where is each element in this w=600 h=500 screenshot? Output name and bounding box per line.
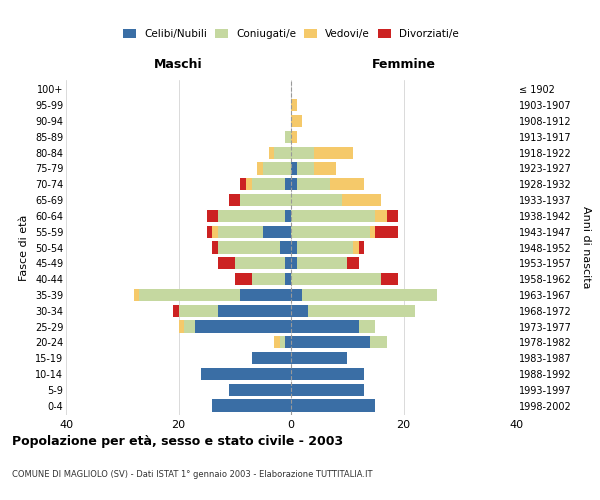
Bar bbox=[376, 226, 398, 238]
Y-axis label: Anni di nascita: Anni di nascita bbox=[581, 206, 591, 289]
Bar bbox=[274, 146, 291, 159]
Bar bbox=[376, 210, 386, 222]
Bar bbox=[229, 194, 241, 206]
Bar bbox=[331, 178, 364, 190]
Bar bbox=[196, 320, 291, 332]
Bar bbox=[251, 178, 286, 190]
Bar bbox=[286, 210, 291, 222]
Bar bbox=[184, 320, 196, 332]
Bar bbox=[251, 273, 286, 285]
Bar bbox=[291, 210, 376, 222]
Bar bbox=[280, 336, 286, 348]
Bar bbox=[291, 99, 296, 112]
Bar bbox=[139, 288, 241, 301]
Bar bbox=[291, 194, 341, 206]
Bar bbox=[212, 242, 218, 254]
Bar bbox=[212, 226, 218, 238]
Bar bbox=[296, 257, 347, 270]
Bar bbox=[246, 178, 251, 190]
Bar bbox=[341, 194, 381, 206]
Text: Popolazione per età, sesso e stato civile - 2003: Popolazione per età, sesso e stato civil… bbox=[12, 435, 343, 448]
Bar bbox=[206, 210, 218, 222]
Bar bbox=[291, 178, 296, 190]
Bar bbox=[291, 146, 314, 159]
Bar bbox=[386, 210, 398, 222]
Bar bbox=[291, 115, 302, 127]
Bar bbox=[269, 146, 274, 159]
Bar bbox=[235, 273, 251, 285]
Bar bbox=[201, 368, 291, 380]
Bar bbox=[257, 162, 263, 174]
Bar bbox=[291, 384, 364, 396]
Bar bbox=[286, 257, 291, 270]
Bar bbox=[263, 226, 291, 238]
Bar bbox=[291, 304, 308, 317]
Bar bbox=[370, 226, 376, 238]
Bar bbox=[296, 178, 331, 190]
Bar bbox=[218, 226, 263, 238]
Bar bbox=[314, 146, 353, 159]
Bar bbox=[286, 178, 291, 190]
Bar bbox=[314, 162, 336, 174]
Bar bbox=[291, 320, 359, 332]
Bar bbox=[296, 162, 314, 174]
Bar bbox=[291, 352, 347, 364]
Bar bbox=[173, 304, 179, 317]
Text: Maschi: Maschi bbox=[154, 58, 203, 70]
Bar bbox=[370, 336, 386, 348]
Bar bbox=[218, 242, 280, 254]
Bar bbox=[291, 288, 302, 301]
Bar bbox=[218, 304, 291, 317]
Bar bbox=[241, 288, 291, 301]
Bar bbox=[353, 242, 359, 254]
Bar bbox=[251, 352, 291, 364]
Bar bbox=[291, 257, 296, 270]
Bar bbox=[291, 130, 296, 143]
Bar bbox=[280, 242, 291, 254]
Bar bbox=[179, 320, 184, 332]
Bar bbox=[291, 226, 370, 238]
Bar bbox=[133, 288, 139, 301]
Bar bbox=[359, 242, 364, 254]
Bar bbox=[241, 194, 291, 206]
Bar bbox=[274, 336, 280, 348]
Y-axis label: Fasce di età: Fasce di età bbox=[19, 214, 29, 280]
Bar bbox=[381, 273, 398, 285]
Bar bbox=[291, 242, 296, 254]
Bar bbox=[291, 162, 296, 174]
Bar bbox=[359, 320, 376, 332]
Bar bbox=[286, 336, 291, 348]
Bar bbox=[291, 368, 364, 380]
Bar bbox=[286, 273, 291, 285]
Bar bbox=[291, 336, 370, 348]
Bar bbox=[296, 242, 353, 254]
Bar bbox=[347, 257, 359, 270]
Text: Femmine: Femmine bbox=[371, 58, 436, 70]
Bar bbox=[291, 273, 381, 285]
Bar bbox=[302, 288, 437, 301]
Bar bbox=[263, 162, 291, 174]
Bar bbox=[212, 400, 291, 411]
Bar bbox=[235, 257, 286, 270]
Bar bbox=[286, 130, 291, 143]
Bar bbox=[206, 226, 212, 238]
Bar bbox=[241, 178, 246, 190]
Bar bbox=[179, 304, 218, 317]
Bar bbox=[218, 210, 286, 222]
Legend: Celibi/Nubili, Coniugati/e, Vedovi/e, Divorziati/e: Celibi/Nubili, Coniugati/e, Vedovi/e, Di… bbox=[119, 25, 463, 44]
Text: COMUNE DI MAGLIOLO (SV) - Dati ISTAT 1° gennaio 2003 - Elaborazione TUTTITALIA.I: COMUNE DI MAGLIOLO (SV) - Dati ISTAT 1° … bbox=[12, 470, 373, 479]
Bar bbox=[308, 304, 415, 317]
Bar bbox=[291, 400, 376, 411]
Bar bbox=[218, 257, 235, 270]
Bar bbox=[229, 384, 291, 396]
